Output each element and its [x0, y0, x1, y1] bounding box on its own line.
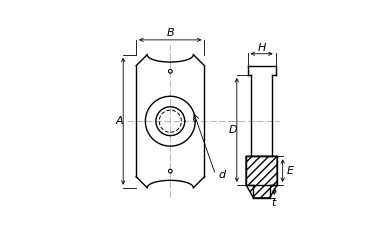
Text: D: D [229, 125, 237, 135]
Text: d: d [218, 170, 225, 180]
Text: B: B [167, 28, 174, 38]
Polygon shape [246, 156, 277, 198]
Text: E: E [287, 166, 294, 176]
Text: t: t [271, 198, 276, 208]
Text: A: A [115, 116, 123, 126]
Text: H: H [258, 43, 266, 53]
